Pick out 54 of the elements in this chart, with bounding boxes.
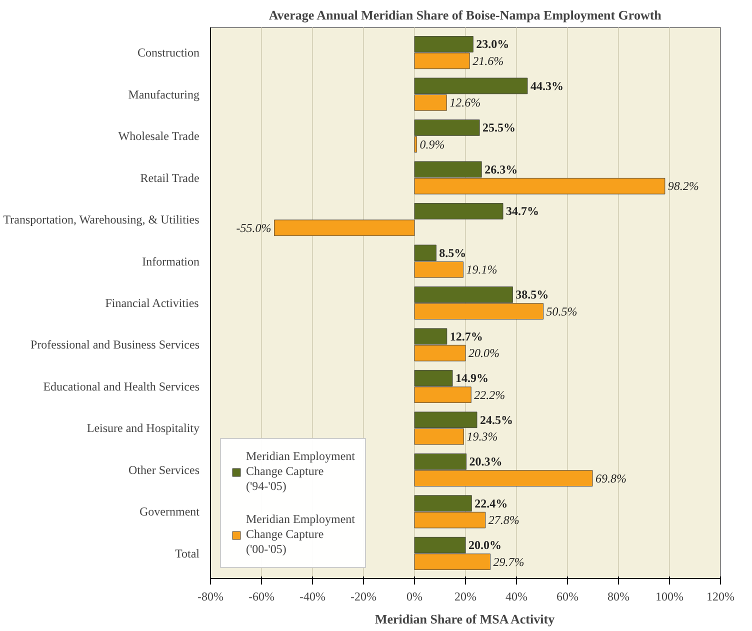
x-tick-label: 120% [706,590,734,604]
x-tick-label: 40% [506,590,528,604]
y-tick-label: Financial Activities [105,296,200,310]
data-label: 22.4% [474,496,508,510]
data-label: 25.5% [482,120,516,135]
data-label: -55.0% [236,220,272,235]
legend-label: Meridian Employment Change Capture ('00-'05) [246,512,355,557]
data-label: 20.3% [469,454,502,469]
data-label: 50.5% [546,304,578,318]
data-label: 24.5% [480,412,513,427]
y-tick-label: Transportation, Warehousing, & Utilities [3,212,200,227]
data-label: 26.3% [484,162,518,176]
data-label: 22.2% [474,388,506,402]
x-tick-label: 80% [608,590,630,604]
y-tick-label: Total [175,546,200,560]
data-label: 20.0% [468,346,500,360]
x-tick-label: 60% [556,590,578,604]
data-label: 27.8% [488,513,520,528]
data-label: 38.5% [516,288,549,302]
y-tick-label: Other Services [128,462,200,477]
y-tick-label: Wholesale Trade [118,129,200,144]
data-label: 8.5% [439,246,466,260]
y-tick-label: Government [140,504,200,519]
data-label: 19.1% [466,262,498,277]
data-label: 29.7% [493,554,524,569]
data-label: 12.6% [450,96,481,110]
data-label: 23.0% [476,37,510,52]
y-tick-label: Professional and Business Services [30,338,200,352]
data-label: 34.7% [506,204,539,218]
x-tick-label: -60% [248,590,275,604]
x-tick-label: -40% [300,590,326,604]
x-axis-title: Meridian Share of MSA Activity [374,612,556,626]
x-tick-label: 100% [656,590,684,604]
y-tick-label: Educational and Health Services [43,379,200,394]
data-label: 0.9% [420,137,445,152]
x-tick-label: -20% [350,590,377,604]
y-tick-label: Leisure and Hospitality [86,421,200,436]
x-tick-label: -80% [198,590,224,604]
data-label: 12.7% [450,329,483,344]
y-tick-label: Construction [138,46,200,60]
x-tick-label: 20% [454,590,476,604]
legend-label: Meridian Employment Change Capture ('94-'05) [246,449,355,494]
y-tick-label: Manufacturing [128,87,200,102]
chart-title: Average Annual Meridian Share of Boise-Nampa Employment Growth [268,8,662,22]
x-tick-label: 0% [406,590,422,604]
data-label: 98.2% [668,179,699,194]
data-label: 20.0% [468,538,502,552]
data-label: 44.3% [530,78,564,93]
y-tick-label: Information [142,254,200,268]
data-label: 19.3% [466,430,498,444]
data-label: 69.8% [595,471,626,486]
data-label: 14.9% [455,371,488,386]
y-tick-label: Retail Trade [140,170,200,185]
data-label: 21.6% [472,54,504,68]
